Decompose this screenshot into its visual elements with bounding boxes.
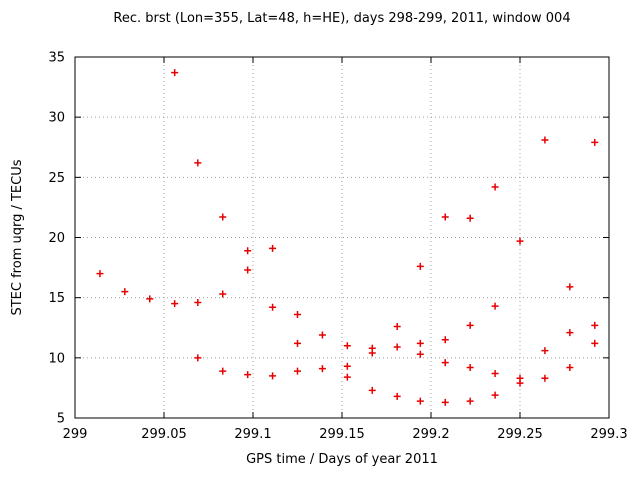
- data-point-marker: [591, 138, 599, 146]
- data-point-marker: [343, 362, 351, 370]
- data-point-marker: [393, 343, 401, 351]
- x-tick-label: 299.05: [141, 427, 187, 442]
- data-point-marker: [244, 247, 252, 255]
- data-point-marker: [368, 349, 376, 357]
- data-point-marker: [466, 214, 474, 222]
- data-point-marker: [441, 359, 449, 367]
- data-point-marker: [566, 283, 574, 291]
- data-point-marker: [591, 321, 599, 329]
- data-point-marker: [416, 262, 424, 270]
- y-tick-label: 35: [48, 51, 65, 66]
- data-point-marker: [466, 363, 474, 371]
- data-point-marker: [491, 183, 499, 191]
- data-point-marker: [219, 367, 227, 375]
- data-point-marker: [491, 391, 499, 399]
- chart-title: Rec. brst (Lon=355, Lat=48, h=HE), days …: [113, 11, 571, 26]
- data-point-marker: [491, 369, 499, 377]
- data-point-marker: [441, 336, 449, 344]
- x-tick-label: 299.2: [412, 427, 449, 442]
- data-point-marker: [416, 350, 424, 358]
- data-point-marker: [491, 302, 499, 310]
- y-tick-label: 15: [48, 291, 65, 306]
- data-point-marker: [416, 397, 424, 405]
- data-point-marker: [244, 266, 252, 274]
- data-point-marker: [269, 372, 277, 380]
- data-point-marker: [318, 365, 326, 373]
- data-point-marker: [541, 347, 549, 355]
- x-tick-label: 299.15: [319, 427, 365, 442]
- data-point-marker: [541, 136, 549, 144]
- data-point-marker: [244, 371, 252, 379]
- data-point-marker: [516, 237, 524, 245]
- data-point-marker: [194, 159, 202, 167]
- data-point-marker: [466, 321, 474, 329]
- data-point-marker: [219, 213, 227, 221]
- x-tick-label: 299: [63, 427, 88, 442]
- data-point-marker: [146, 295, 154, 303]
- x-tick-label: 299.25: [497, 427, 543, 442]
- x-tick-label: 299.3: [590, 427, 627, 442]
- data-point-marker: [368, 386, 376, 394]
- data-point-marker: [343, 373, 351, 381]
- data-point-marker: [343, 342, 351, 350]
- data-point-marker: [393, 392, 401, 400]
- data-point-marker: [194, 298, 202, 306]
- data-point-marker: [393, 323, 401, 331]
- data-point-marker: [541, 374, 549, 382]
- data-point-marker: [294, 367, 301, 375]
- data-point-marker: [96, 270, 104, 278]
- data-point-marker: [294, 339, 301, 347]
- data-point-marker: [566, 329, 574, 337]
- x-axis-label: GPS time / Days of year 2011: [246, 452, 438, 467]
- data-point-marker: [121, 288, 129, 296]
- x-tick-label: 299.1: [234, 427, 271, 442]
- data-point-marker: [318, 331, 326, 339]
- data-point-marker: [516, 379, 524, 387]
- data-point-marker: [294, 311, 301, 319]
- data-point-marker: [441, 213, 449, 221]
- y-tick-label: 20: [48, 231, 65, 246]
- y-tick-label: 25: [48, 171, 65, 186]
- y-tick-label: 5: [57, 412, 65, 427]
- data-point-marker: [171, 300, 179, 308]
- data-point-marker: [416, 339, 424, 347]
- data-point-marker: [194, 354, 202, 362]
- data-point-marker: [269, 244, 277, 252]
- data-point-marker: [566, 363, 574, 371]
- data-point-marker: [171, 69, 179, 77]
- y-tick-label: 10: [48, 351, 65, 366]
- y-tick-label: 30: [48, 111, 65, 126]
- data-point-marker: [269, 303, 277, 311]
- data-point-marker: [441, 398, 449, 406]
- data-point-marker: [466, 397, 474, 405]
- data-point-marker: [219, 290, 227, 298]
- data-point-marker: [591, 339, 599, 347]
